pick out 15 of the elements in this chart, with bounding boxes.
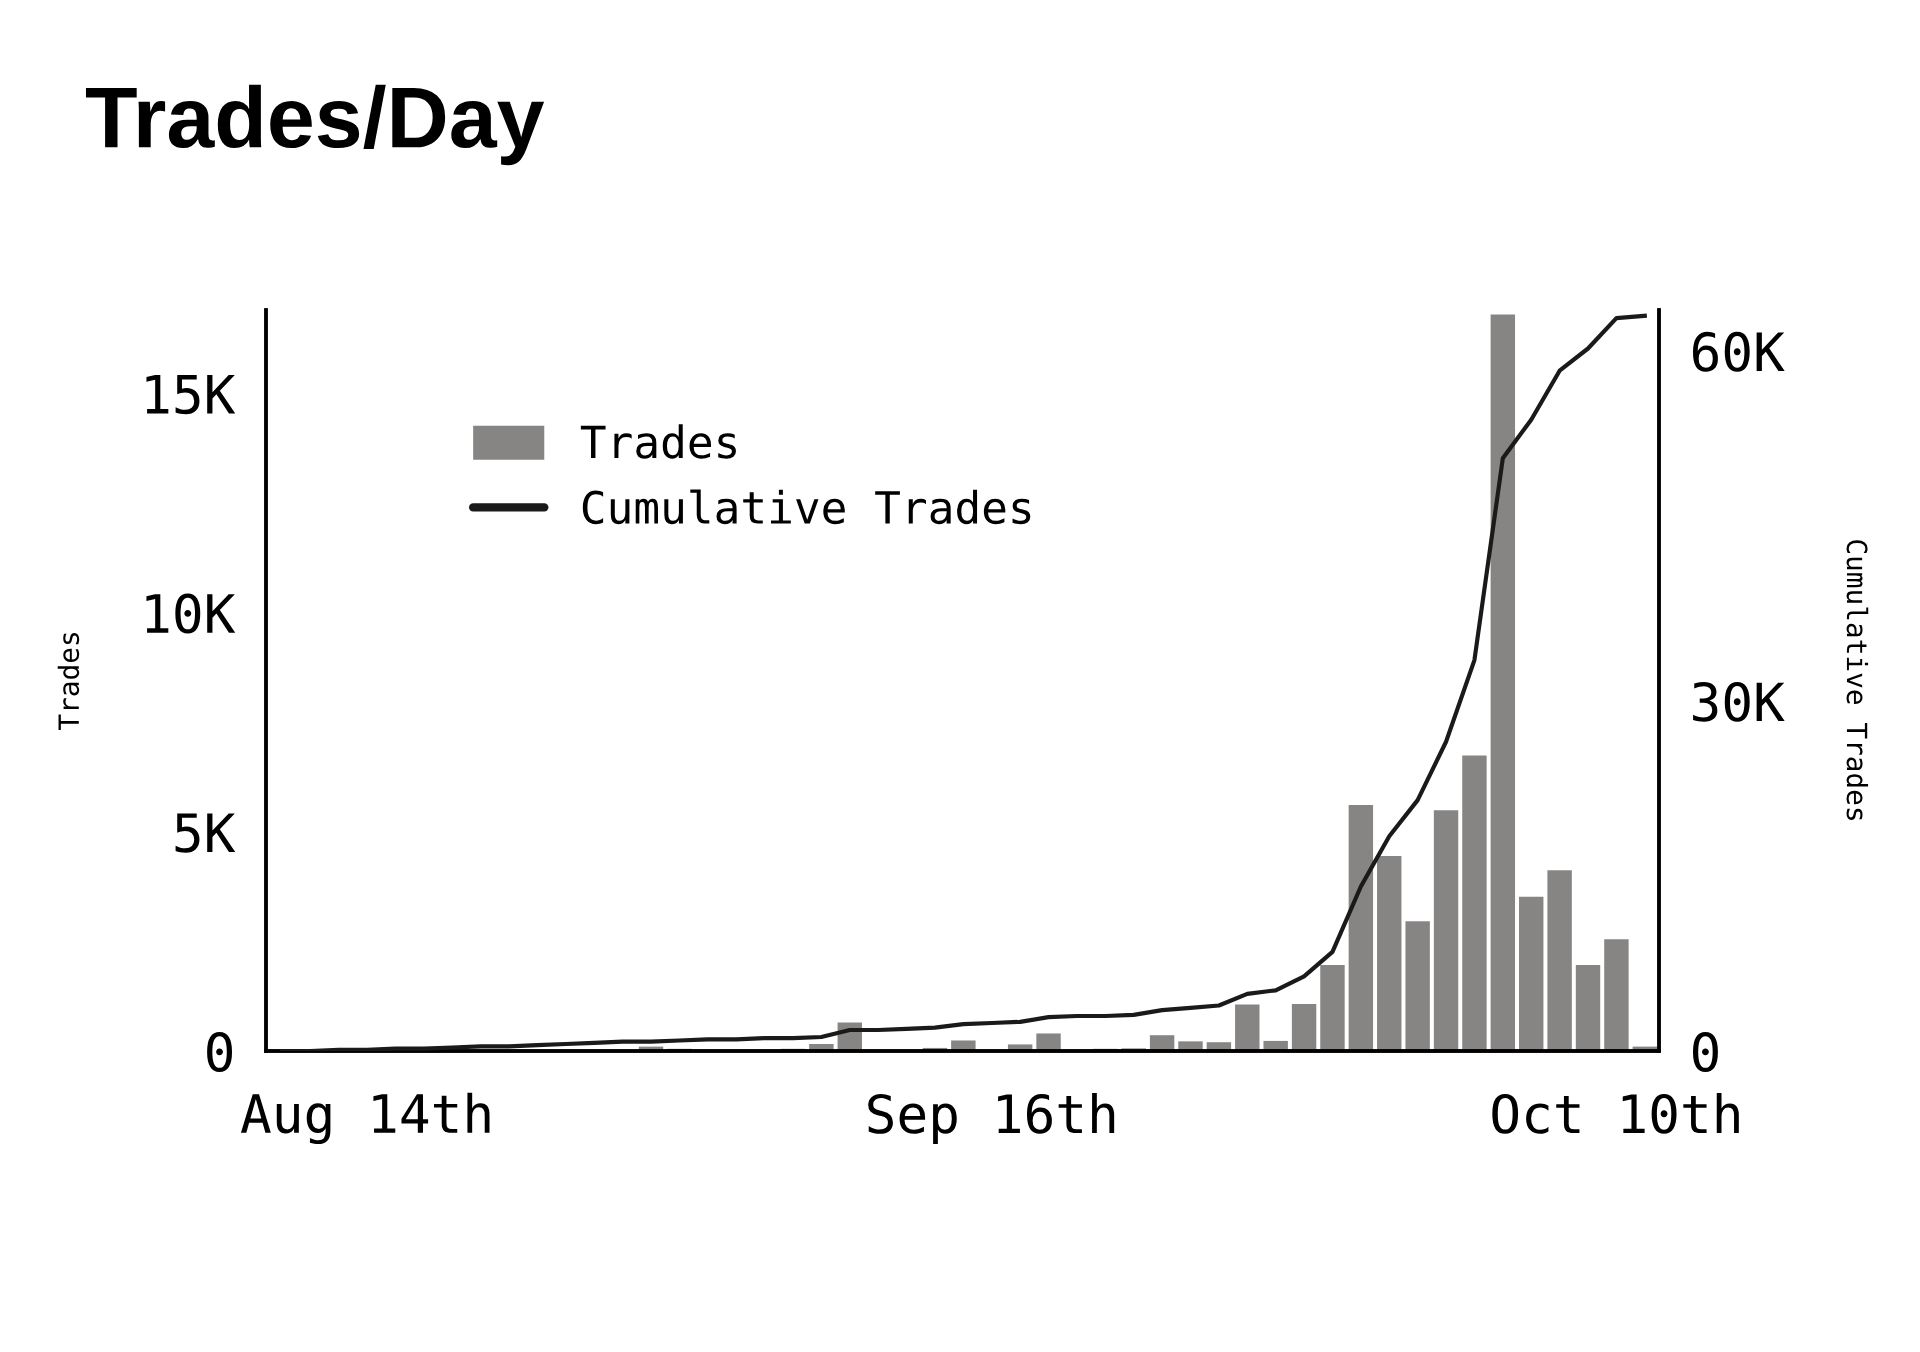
legend-label: Trades [580, 424, 736, 459]
y2-tick-label: 30K [1693, 681, 1785, 722]
y-tick-label: 0 [207, 1032, 233, 1072]
y2-tick-label: 60K [1692, 331, 1785, 372]
x-tick-label: Sep 16th [868, 1092, 1115, 1145]
legend-label: Cumulative Trades [582, 489, 1031, 525]
chart-title: Trades/Day [85, 84, 545, 166]
x-tick-label: Aug 14th [240, 1092, 490, 1145]
y-tick-label: 5K [175, 813, 236, 853]
y-tick-label: 15K [146, 375, 236, 415]
y-tick-label: 10K [146, 593, 236, 634]
y2-axis-title: Cumulative Trades [1846, 540, 1869, 820]
y-axis-title: Trades [57, 633, 80, 731]
x-tick-label: Oct 10th [1492, 1092, 1739, 1134]
y2-tick-label: 0 [1692, 1032, 1718, 1072]
